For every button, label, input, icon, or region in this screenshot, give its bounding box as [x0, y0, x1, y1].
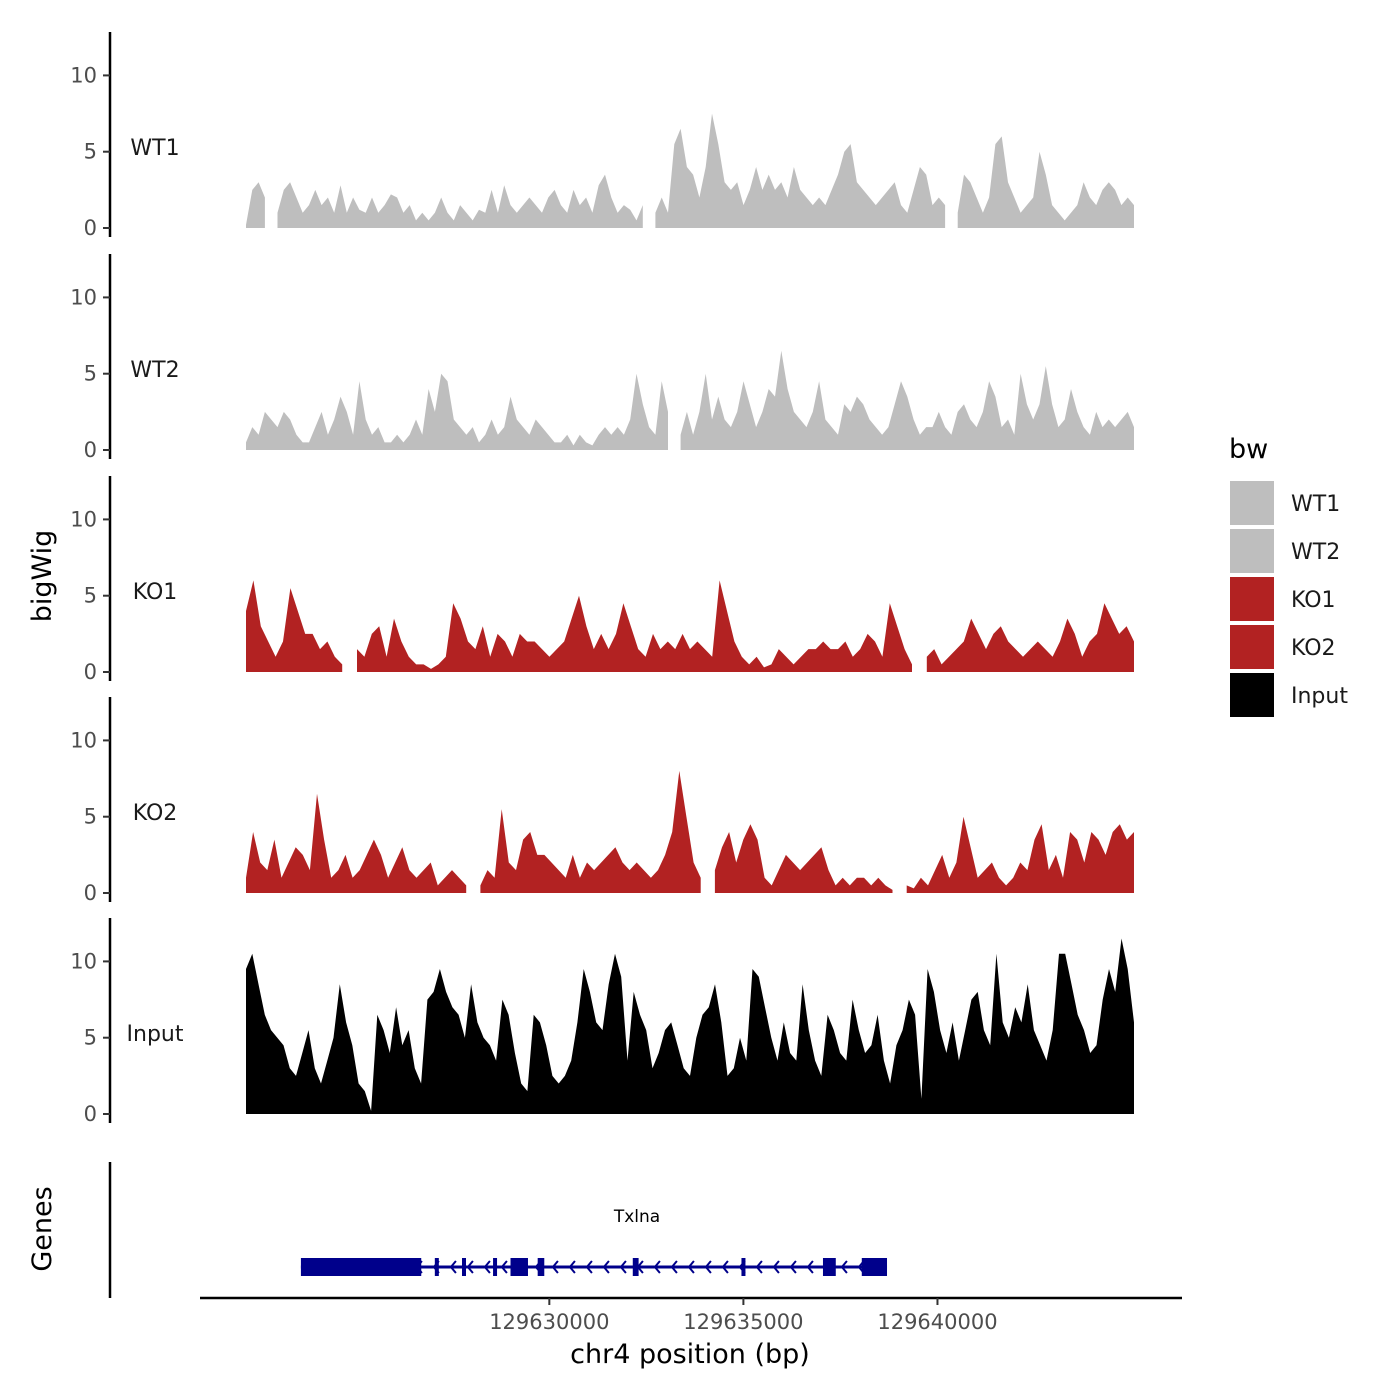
- strand-arrow: [449, 1260, 457, 1274]
- y-tick-label: 10: [70, 949, 97, 973]
- x-tick-label: 129630000: [489, 1310, 609, 1334]
- strand-arrow: [619, 1260, 627, 1274]
- strand-arrow: [551, 1260, 559, 1274]
- strand-arrow: [806, 1260, 814, 1274]
- series-area-wt1: [246, 113, 1134, 228]
- strand-arrow: [483, 1260, 491, 1274]
- x-tick-label: 129640000: [877, 1310, 997, 1334]
- strand-arrow: [602, 1260, 610, 1274]
- strand-arrow: [772, 1260, 780, 1274]
- gene-exon: [537, 1258, 545, 1276]
- legend-key: [1228, 479, 1276, 527]
- track-label: KO2: [133, 801, 178, 826]
- x-tick-label: 129635000: [683, 1310, 803, 1334]
- legend-entry: KO2: [1228, 623, 1336, 671]
- legend-label: WT1: [1291, 492, 1340, 517]
- gene-exon: [741, 1258, 746, 1276]
- y-axis-title: bigWig: [27, 530, 58, 623]
- track-panel-wt1: 0 5 10 WT1: [70, 32, 1134, 240]
- legend-label: KO2: [1291, 636, 1336, 661]
- gene-exon: [300, 1258, 422, 1276]
- y-tick-label: 10: [70, 507, 97, 531]
- gene-model: [300, 1258, 888, 1276]
- gene-exon: [510, 1258, 528, 1276]
- y-tick-label: 0: [84, 660, 97, 684]
- series-area-ko1: [246, 580, 1134, 672]
- track-panel-ko2: 0 5 10 KO2: [70, 697, 1134, 905]
- y-tick-label: 10: [70, 63, 97, 87]
- track-panel-wt2: 0 5 10 WT2: [70, 254, 1134, 462]
- strand-arrow: [721, 1260, 729, 1274]
- y-tick-label: 5: [84, 1026, 97, 1050]
- y-tick-label: 5: [84, 362, 97, 386]
- series-area-ko2: [246, 770, 1134, 893]
- strand-arrow: [568, 1260, 576, 1274]
- legend-label: Input: [1291, 684, 1348, 709]
- strand-arrow: [840, 1260, 848, 1274]
- legend-key: [1228, 575, 1276, 623]
- gene-exon: [461, 1258, 466, 1276]
- y-tick-label: 0: [84, 216, 97, 240]
- y-tick-label: 0: [84, 881, 97, 905]
- legend-key: [1228, 671, 1276, 719]
- legend-entries: WT1 WT2 KO1 KO2 Input: [1228, 479, 1348, 719]
- y-tick-label: 5: [84, 140, 97, 164]
- gene-label: Txlna: [613, 1207, 660, 1227]
- strand-arrow: [687, 1260, 695, 1274]
- y-tick-label: 0: [84, 438, 97, 462]
- legend-entry: WT1: [1228, 479, 1340, 527]
- y-tick-label: 10: [70, 728, 97, 752]
- legend-key: [1228, 623, 1276, 671]
- strand-arrow: [704, 1260, 712, 1274]
- track-panels: 0 5 10 WT1 0 5 10 WT2 0 5 10 KO1 0 5 10 KO2 0 5 10 Input: [70, 32, 1134, 1126]
- y-tick-label: 10: [70, 285, 97, 309]
- x-ticks: 129630000 129635000 129640000: [489, 1298, 998, 1334]
- strand-arrow: [500, 1260, 508, 1274]
- gene-exon: [632, 1258, 639, 1276]
- strand-arrow: [670, 1260, 678, 1274]
- genes-axis-title: Genes: [27, 1186, 58, 1271]
- legend-key: [1228, 527, 1276, 575]
- track-label: WT2: [130, 358, 179, 383]
- legend: bw WT1 WT2 KO1 KO2 Input: [1228, 434, 1348, 719]
- legend-label: WT2: [1291, 540, 1340, 565]
- strand-arrow: [585, 1260, 593, 1274]
- legend-entry: Input: [1228, 671, 1348, 719]
- gene-exon: [822, 1258, 836, 1276]
- strand-arrow: [466, 1260, 474, 1274]
- legend-entry: WT2: [1228, 527, 1340, 575]
- gene-exon: [493, 1258, 498, 1276]
- x-axis-title: chr4 position (bp): [570, 1339, 810, 1370]
- y-tick-label: 0: [84, 1102, 97, 1126]
- y-tick-label: 5: [84, 584, 97, 608]
- strand-arrow: [789, 1260, 797, 1274]
- legend-entry: KO1: [1228, 575, 1336, 623]
- series-area-input: [246, 938, 1134, 1114]
- strand-arrow: [755, 1260, 763, 1274]
- gene-exon: [434, 1258, 439, 1276]
- x-axis: 129630000 129635000 129640000: [200, 1296, 1182, 1334]
- y-tick-label: 5: [84, 805, 97, 829]
- track-label: Input: [127, 1022, 184, 1047]
- series-area-wt2: [246, 350, 1134, 450]
- gene-panel: Txlna: [108, 1162, 888, 1298]
- track-label: KO1: [133, 580, 178, 605]
- legend-label: KO1: [1291, 588, 1336, 613]
- strand-arrow: [653, 1260, 661, 1274]
- track-label: WT1: [130, 136, 179, 161]
- legend-title: bw: [1229, 434, 1268, 465]
- track-panel-ko1: 0 5 10 KO1: [70, 476, 1134, 684]
- gene-exon: [861, 1258, 888, 1276]
- track-panel-input: 0 5 10 Input: [70, 918, 1134, 1126]
